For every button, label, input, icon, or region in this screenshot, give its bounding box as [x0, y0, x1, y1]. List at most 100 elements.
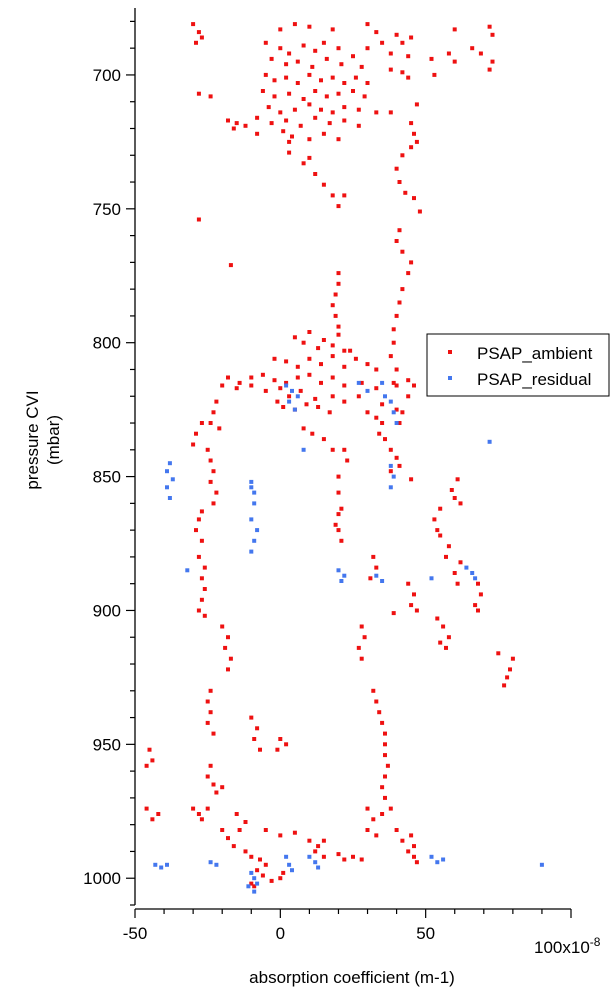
data-point	[205, 806, 210, 811]
data-point	[377, 431, 382, 436]
y-tick-label: 800	[93, 334, 121, 353]
data-point	[374, 367, 379, 372]
x-axis-scale-label: 100x10-8	[534, 935, 601, 957]
data-point	[208, 458, 213, 463]
data-point	[313, 860, 318, 865]
data-point	[292, 107, 297, 112]
data-point	[446, 635, 451, 640]
data-point	[388, 447, 393, 452]
data-point	[476, 581, 480, 586]
data-point	[336, 852, 341, 857]
y-axis-title: pressure CVI (mbar)	[23, 390, 63, 489]
data-point	[330, 375, 335, 380]
data-point	[313, 89, 318, 93]
y-tick-label: 750	[93, 200, 121, 219]
data-point	[342, 399, 347, 404]
data-point	[313, 172, 318, 176]
data-point	[339, 538, 344, 543]
data-point	[194, 40, 198, 45]
data-point	[412, 196, 416, 201]
data-point	[301, 340, 306, 345]
data-point	[208, 94, 213, 99]
data-point	[298, 388, 303, 393]
data-point	[397, 180, 402, 184]
data-point	[196, 30, 201, 35]
data-point	[284, 359, 289, 364]
data-point	[388, 806, 393, 811]
data-point	[249, 549, 254, 554]
data-point	[284, 62, 289, 67]
data-point	[444, 554, 448, 559]
data-point	[324, 56, 329, 61]
data-point	[374, 573, 379, 578]
data-point	[380, 40, 385, 45]
data-point	[313, 115, 318, 120]
data-point	[284, 380, 289, 385]
data-point	[287, 150, 292, 155]
data-point	[150, 758, 155, 763]
data-point	[400, 40, 405, 45]
data-point	[412, 854, 416, 859]
data-point	[438, 533, 443, 538]
data-point	[330, 75, 335, 80]
data-point	[307, 102, 312, 107]
data-point	[292, 335, 297, 340]
data-point	[394, 313, 399, 318]
data-point	[502, 683, 507, 688]
data-point	[208, 710, 213, 715]
data-point	[377, 710, 382, 715]
y-axis-title-line1: pressure CVI	[23, 390, 42, 489]
data-point	[365, 806, 370, 811]
data-point	[252, 490, 257, 495]
data-point	[470, 46, 475, 51]
y-tick-label: 850	[93, 468, 121, 487]
data-point	[383, 742, 387, 747]
data-point	[400, 838, 405, 843]
data-point	[391, 380, 396, 385]
data-point	[144, 763, 149, 768]
data-point	[237, 828, 242, 832]
data-point	[464, 565, 469, 570]
data-point	[307, 372, 312, 377]
data-point	[199, 35, 204, 40]
data-point	[281, 129, 286, 134]
data-point	[388, 399, 393, 404]
data-point	[316, 405, 321, 409]
data-point	[406, 75, 411, 80]
data-point	[383, 753, 387, 758]
data-point	[391, 474, 396, 479]
data-point	[298, 123, 303, 128]
data-point	[429, 576, 434, 581]
data-point	[385, 763, 390, 768]
data-point	[487, 439, 492, 444]
data-point	[304, 402, 309, 407]
data-point	[351, 54, 355, 59]
data-point	[199, 817, 204, 822]
data-point	[258, 857, 262, 862]
data-point	[342, 857, 347, 862]
data-point	[383, 774, 387, 779]
data-point	[400, 410, 405, 415]
data-point	[147, 747, 152, 752]
data-point	[374, 699, 379, 704]
y-axis-ticks: 700 750 800 850 900 950 1000	[83, 20, 135, 906]
data-point	[292, 830, 297, 835]
data-point	[406, 271, 411, 276]
data-point	[371, 817, 376, 822]
data-point	[196, 812, 201, 816]
data-point	[365, 828, 370, 832]
data-point	[287, 139, 292, 144]
data-point	[313, 396, 318, 401]
data-point	[388, 51, 393, 56]
data-point	[284, 75, 289, 80]
data-point	[336, 271, 341, 276]
legend-marker-psap-residual	[448, 376, 452, 380]
data-point	[438, 640, 443, 645]
data-point	[490, 59, 495, 64]
data-point	[359, 857, 364, 862]
data-point	[432, 517, 437, 522]
data-point	[356, 107, 361, 112]
data-point	[295, 81, 300, 85]
data-point	[301, 97, 306, 101]
data-point	[397, 421, 402, 425]
